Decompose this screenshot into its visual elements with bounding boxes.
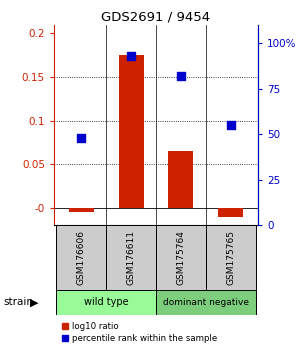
Text: GSM176611: GSM176611 [127, 230, 136, 285]
Point [79, 135, 84, 141]
Title: GDS2691 / 9454: GDS2691 / 9454 [101, 11, 211, 24]
Text: dominant negative: dominant negative [163, 298, 249, 307]
Bar [56, 225, 106, 290]
Bar [168, 151, 193, 208]
Point [228, 122, 233, 128]
Bar [119, 55, 144, 208]
Text: GSM176606: GSM176606 [77, 230, 86, 285]
Text: GSM175765: GSM175765 [226, 230, 235, 285]
Text: wild type: wild type [84, 297, 129, 307]
Bar [69, 208, 94, 212]
Text: GSM175764: GSM175764 [176, 230, 185, 285]
Text: ▶: ▶ [30, 297, 38, 307]
Bar [56, 290, 156, 315]
Point [178, 73, 183, 79]
Bar [156, 225, 206, 290]
Bar [206, 225, 256, 290]
Bar [156, 290, 256, 315]
Bar [106, 225, 156, 290]
Bar [218, 208, 243, 217]
Legend: log10 ratio, percentile rank within the sample: log10 ratio, percentile rank within the … [58, 319, 221, 347]
Point [129, 53, 134, 59]
Text: strain: strain [3, 297, 33, 307]
